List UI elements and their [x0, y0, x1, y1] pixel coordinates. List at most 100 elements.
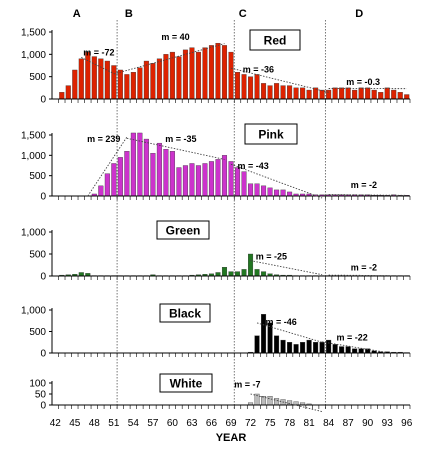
red-slope-label: m = 40 — [161, 32, 189, 42]
pink-bar — [228, 161, 234, 197]
red-bar — [254, 74, 260, 100]
red-slope-label: m = -72 — [83, 48, 114, 58]
black-bar — [319, 342, 325, 354]
x-tick-label: 72 — [245, 418, 257, 429]
pink-bar — [215, 159, 221, 197]
x-tick-label: 45 — [69, 418, 81, 429]
white-bar — [287, 400, 293, 406]
x-tick-label: 54 — [128, 418, 140, 429]
red-title-box — [249, 29, 301, 51]
pink-bar — [124, 151, 130, 197]
pink-bar — [254, 183, 260, 197]
green-trend-line — [328, 274, 407, 277]
pink-bar — [111, 163, 117, 197]
x-tick-label: 93 — [382, 418, 394, 429]
pink-bar — [150, 153, 156, 197]
pink-bar — [163, 149, 169, 197]
black-trend-line — [256, 322, 323, 343]
green-y-tick-label: 0 — [40, 272, 46, 283]
red-bar — [280, 85, 286, 100]
black-y-tick-label: 1,000 — [21, 306, 46, 317]
black-bar — [274, 335, 280, 354]
red-bar — [150, 63, 156, 100]
red-bar — [143, 60, 149, 100]
red-y-tick-label: 0 — [40, 95, 46, 106]
red-bar — [293, 87, 299, 100]
red-bar — [267, 85, 273, 100]
red-bar — [195, 51, 201, 100]
red-bar — [397, 92, 403, 100]
red-bar — [156, 58, 162, 100]
red-bar — [130, 72, 136, 100]
green-bar — [254, 269, 260, 277]
pink-bar — [104, 173, 110, 197]
x-tick-label: 69 — [225, 418, 237, 429]
red-bar — [117, 69, 123, 100]
red-bar — [332, 87, 338, 100]
pink-bar — [143, 138, 149, 197]
black-bar — [326, 339, 332, 354]
pink-slope-label: m = -35 — [165, 134, 196, 144]
red-bar — [358, 87, 364, 100]
pink-bar — [241, 171, 247, 197]
pink-bar — [287, 191, 293, 197]
red-bar — [365, 87, 371, 100]
period-label-a: A — [73, 8, 81, 20]
x-tick-label: 42 — [50, 418, 62, 429]
red-bar — [72, 69, 78, 100]
white-y-tick-label: 100 — [29, 379, 46, 390]
green-bar — [248, 253, 254, 277]
x-tick-label: 96 — [401, 418, 413, 429]
white-title-box — [159, 373, 213, 393]
white-title: White — [170, 377, 203, 391]
black-bar — [345, 346, 351, 354]
black-bar — [280, 339, 286, 354]
green-slope-label: m = -2 — [351, 262, 377, 272]
red-y-tick-label: 500 — [29, 72, 46, 83]
red-bar — [391, 89, 397, 100]
period-label-c: C — [239, 8, 247, 20]
red-bar — [182, 49, 188, 100]
red-slope-label: m = -36 — [243, 65, 274, 75]
green-slope-label: m = -25 — [256, 251, 287, 261]
green-bar — [261, 271, 267, 277]
pink-bar — [221, 155, 228, 197]
black-bar — [339, 346, 345, 354]
pink-y-tick-label: 1,500 — [21, 131, 46, 142]
black-trend-line — [322, 341, 388, 354]
pink-bar — [208, 161, 214, 197]
pink-slope-label: m = -2 — [351, 180, 377, 190]
red-trend-line — [113, 43, 225, 75]
red-bar — [169, 51, 175, 100]
x-tick-label: 66 — [206, 418, 218, 429]
red-bar — [78, 58, 84, 100]
x-tick-label: 78 — [284, 418, 296, 429]
red-bar — [261, 83, 267, 100]
pink-y-tick-label: 500 — [29, 171, 46, 182]
black-bar — [313, 342, 319, 354]
pink-y-tick-label: 1,000 — [21, 151, 46, 162]
red-bar — [98, 58, 104, 100]
pink-bar — [280, 189, 286, 197]
red-bar — [371, 89, 377, 100]
pink-bar — [261, 185, 267, 197]
red-title: Red — [264, 34, 287, 48]
pink-bar — [189, 163, 195, 197]
period-label-b: B — [125, 8, 133, 20]
black-bar — [332, 344, 338, 354]
red-bar — [221, 45, 228, 100]
green-y-tick-label: 1,000 — [21, 228, 46, 239]
pink-bar — [169, 151, 175, 197]
red-bar — [189, 47, 195, 100]
green-title: Green — [166, 224, 201, 238]
red-bar — [137, 67, 143, 100]
x-tick-label: 48 — [89, 418, 101, 429]
red-slope-label: m = -0.3 — [346, 77, 380, 87]
black-slope-label: m = -46 — [265, 317, 296, 327]
pink-bar — [195, 165, 201, 197]
green-bar — [215, 272, 221, 277]
red-bar — [228, 51, 234, 100]
red-bar — [274, 83, 280, 100]
pink-title: Pink — [258, 128, 284, 142]
